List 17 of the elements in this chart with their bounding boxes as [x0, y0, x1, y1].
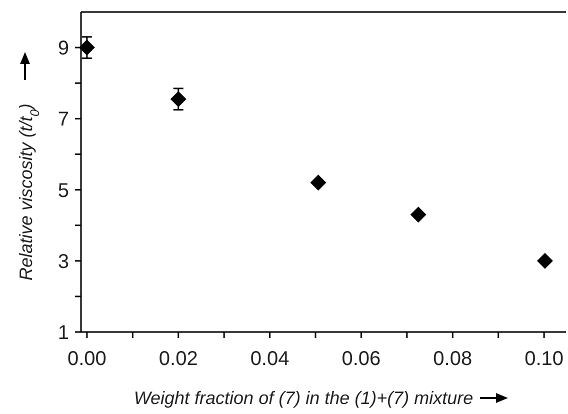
- x-tick-label: 0.00: [67, 348, 106, 370]
- y-tick-label: 7: [58, 108, 69, 131]
- point: [536, 252, 553, 269]
- x-tick-label: 0.08: [433, 348, 472, 370]
- y-tick-label: 5: [58, 180, 69, 202]
- y-tick-label: 3: [58, 250, 69, 273]
- y-tick-label: 9: [58, 38, 69, 60]
- x-tick-label: 0.02: [158, 348, 198, 370]
- x-axis-title: Weight fraction of (7) in the (1)+(7) mixture: [134, 388, 474, 408]
- x-tick-label: 0.10: [524, 348, 564, 370]
- x-tick-label: 0.04: [250, 348, 290, 370]
- point: [170, 91, 186, 108]
- y-tick-label: 1: [58, 322, 69, 344]
- point: [78, 40, 95, 56]
- x-tick-label: 0.06: [342, 348, 381, 370]
- point: [310, 174, 326, 191]
- point: [410, 206, 426, 223]
